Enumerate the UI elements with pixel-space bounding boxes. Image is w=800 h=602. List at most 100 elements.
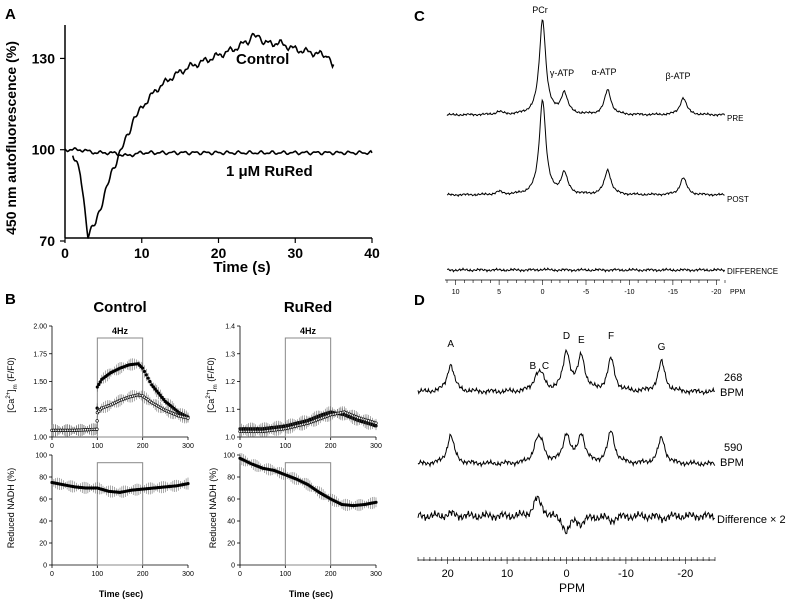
b-control-nadh-stim-box xyxy=(96,462,144,566)
data-point xyxy=(95,427,99,431)
data-point xyxy=(97,382,101,387)
panel-b-xlabel-control: Time (sec) xyxy=(99,589,143,599)
trace-label-268-unit: BPM xyxy=(720,387,744,399)
panel-a-ylabel: 450 nm autofluorescence (%) xyxy=(3,41,19,235)
panel-b: B Control RuRed [Ca2+]m (F/F0) [Ca2+]m (… xyxy=(5,291,382,599)
b-ytick-label: 1.50 xyxy=(33,379,47,386)
stim-label: 4Hz xyxy=(112,326,129,336)
b-xtick-label: 300 xyxy=(370,571,382,578)
b-ytick-label: 1.00 xyxy=(33,435,47,442)
panel-c-letter: C xyxy=(414,8,425,25)
b-ytick-label: 60 xyxy=(227,497,235,504)
a-xtick-label: 20 xyxy=(211,245,227,261)
a-xtick-label: 30 xyxy=(287,245,303,261)
spectrum-post xyxy=(446,98,725,198)
b-control-ca-stim-box xyxy=(96,337,144,438)
data-point xyxy=(162,397,166,401)
b-ytick-label: 60 xyxy=(39,497,47,504)
b-ytick-label: 20 xyxy=(39,541,47,548)
peak-label-d: D xyxy=(563,331,570,342)
panel-b-nadh-ylabel-rured: Reduced NADH (%) xyxy=(208,468,218,549)
d-xtick-label: 0 xyxy=(563,568,569,580)
peak-label-pcr: PCr xyxy=(532,5,548,15)
data-point xyxy=(148,379,152,384)
a-ytick-label: 100 xyxy=(32,142,56,158)
b-ytick-label: 1.3 xyxy=(225,351,235,358)
trace-label-difference-x2: Difference × 2 xyxy=(717,514,786,526)
panel-b-ca-ylabel-rured: [Ca2+]m (F/F0) xyxy=(206,357,219,412)
b-xtick-label: 200 xyxy=(137,571,149,578)
data-point xyxy=(186,482,190,486)
spectrum-d-2 xyxy=(417,430,716,468)
b-ytick-label: 80 xyxy=(39,475,47,482)
b-ytick-label: 100 xyxy=(35,453,47,460)
c-xtick-label: 0 xyxy=(541,289,545,296)
panel-b-letter: B xyxy=(5,291,16,308)
peak-label-e: E xyxy=(578,335,585,346)
data-point xyxy=(150,383,154,387)
d-xtick-label: -20 xyxy=(677,568,693,580)
data-point xyxy=(186,416,190,420)
trace-label-590-unit: BPM xyxy=(720,457,744,469)
peak-label-alpha-atp: α-ATP xyxy=(591,67,616,77)
b-rured-ca: 1.0 1.1 1.2 1.3 1.4 0 100 200 300 4Hz xyxy=(225,324,382,451)
peak-label-beta-atp: β-ATP xyxy=(665,71,690,81)
peak-label-a: A xyxy=(447,339,454,350)
data-point xyxy=(144,373,148,377)
spectrum-d-1 xyxy=(417,348,715,396)
series-rured-line xyxy=(64,147,373,158)
panel-d: D AB CD E FG 268 BPM 590 BPM Difference × 2… xyxy=(414,292,786,595)
panel-b-ca-ylabel-control: [Ca2+]m (F/F0) xyxy=(6,357,19,412)
label-rured: 1 μM RuRed xyxy=(226,163,313,180)
panel-b-nadh-ylabel-control: Reduced NADH (%) xyxy=(6,468,16,549)
b-xtick-label: 100 xyxy=(279,443,291,450)
spectrum-pre xyxy=(446,19,726,117)
data-point xyxy=(141,366,145,370)
a-xtick-label: 10 xyxy=(134,245,150,261)
b-xtick-label: 200 xyxy=(137,443,149,450)
series-control-line xyxy=(71,32,335,239)
data-point xyxy=(142,369,147,374)
label-control: Control xyxy=(236,51,289,68)
a-xtick-label: 40 xyxy=(364,245,380,261)
b-xtick-label: 0 xyxy=(50,571,54,578)
data-point xyxy=(158,393,162,397)
b-ytick-label: 40 xyxy=(39,519,47,526)
b-xtick-label: 200 xyxy=(325,443,337,450)
peak-label-f: F xyxy=(608,331,614,342)
b-xtick-label: 100 xyxy=(91,571,103,578)
c-xtick-label: -20 xyxy=(711,289,721,296)
b-ytick-label: 1.0 xyxy=(225,435,235,442)
data-point xyxy=(146,376,150,380)
d-xtick-label: 10 xyxy=(501,568,513,580)
trace-label-268: 268 xyxy=(724,372,742,384)
data-point xyxy=(153,387,157,391)
data-point xyxy=(156,391,161,395)
b-ytick-label: 1.2 xyxy=(225,379,235,386)
data-point xyxy=(374,500,378,504)
a-ytick-label: 130 xyxy=(32,50,56,66)
peak-label-gamma-atp: γ-ATP xyxy=(550,68,574,78)
d-xtick-label: -10 xyxy=(618,568,634,580)
c-xtick-label: -5 xyxy=(583,289,589,296)
panel-d-axis-label: PPM xyxy=(559,581,585,595)
b-control-nadh: 0 20 40 60 80 100 0 100 200 300 xyxy=(35,453,194,579)
b-control-ca: 1.00 1.25 1.50 1.75 2.00 0 100 200 300 4Hz xyxy=(33,324,194,451)
panel-b-title-rured: RuRed xyxy=(284,299,332,316)
data-point xyxy=(160,395,164,399)
spectrum-difference xyxy=(446,267,726,273)
panel-a-letter: A xyxy=(5,6,16,23)
panel-b-xlabel-rured: Time (sec) xyxy=(289,589,333,599)
b-ytick-label: 0 xyxy=(231,563,235,570)
data-point xyxy=(95,419,99,423)
b-xtick-label: 200 xyxy=(325,571,337,578)
spectrum-d-3 xyxy=(417,495,715,535)
panel-c: C PCr γ-ATP α-ATP β-ATP PRE POST DIFFERE… xyxy=(414,5,778,296)
panel-a-xlabel: Time (s) xyxy=(213,259,270,276)
c-xtick-label: 10 xyxy=(452,289,460,296)
a-xtick-label: 0 xyxy=(61,245,69,261)
trace-label-difference: DIFFERENCE xyxy=(727,267,778,276)
c-xtick-label: -10 xyxy=(624,289,634,296)
b-xtick-label: 0 xyxy=(238,571,242,578)
